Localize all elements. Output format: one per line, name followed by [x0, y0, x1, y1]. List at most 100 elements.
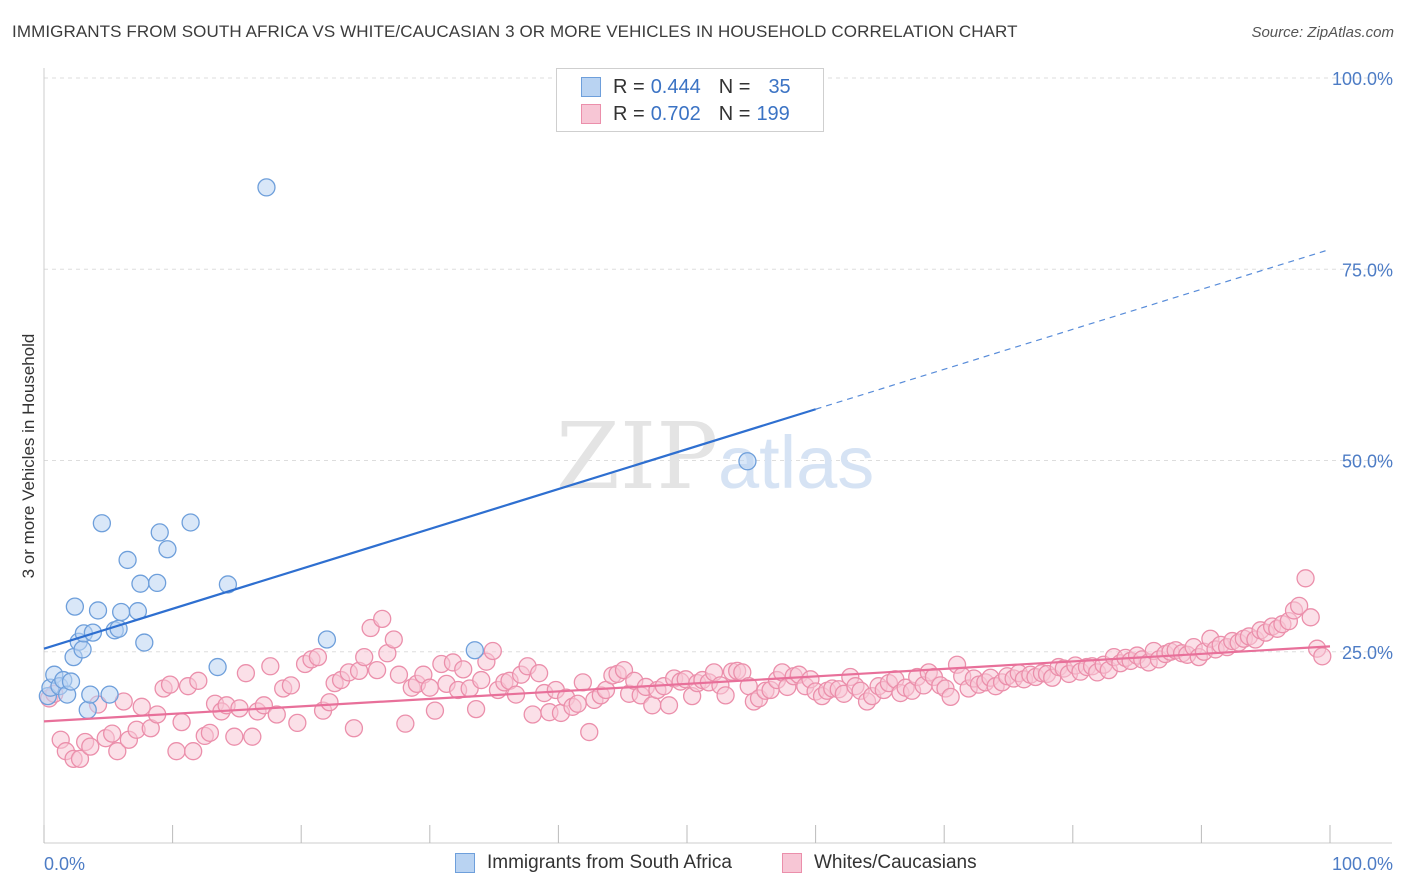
south-africa-point [150, 523, 169, 542]
white-caucasian-point [308, 647, 328, 667]
y-tick-label: 25.0% [1342, 643, 1393, 663]
white-caucasian-point [236, 664, 256, 683]
south-africa-trend-line [43, 408, 816, 650]
legend-row-blue: R = 0.444 N = 35 [581, 75, 791, 99]
legend-n-label: N = [718, 75, 751, 98]
south-africa-point [65, 597, 85, 616]
trend-lines [43, 248, 1331, 723]
white-caucasian-trend-line [43, 645, 1331, 723]
series-whites-caucasians [39, 569, 1332, 768]
white-caucasian-point [420, 678, 439, 697]
grid-lines [44, 77, 1392, 653]
white-caucasian-point [184, 742, 203, 761]
white-caucasian-point [716, 686, 735, 705]
white-caucasian-point [189, 671, 208, 690]
white-caucasian-point [384, 630, 403, 649]
pink-square-icon [782, 853, 802, 873]
white-caucasian-point [320, 693, 339, 712]
legend-r-value: 0.702 [650, 102, 701, 125]
white-caucasian-point [466, 699, 486, 719]
legend-item-label: Immigrants from South Africa [487, 852, 732, 873]
axes [43, 68, 1392, 844]
legend-n-value: 35 [768, 75, 791, 98]
white-caucasian-point [568, 694, 587, 713]
legend-item-south-africa[interactable]: Immigrants from South Africa [455, 852, 732, 874]
white-caucasian-point [108, 742, 127, 761]
south-africa-point [317, 630, 337, 649]
south-africa-trend-extension [815, 248, 1331, 410]
white-caucasian-point [167, 742, 186, 761]
white-caucasian-point [70, 749, 90, 768]
south-africa-point [738, 452, 757, 471]
south-africa-point [465, 641, 484, 660]
south-africa-point [92, 514, 112, 533]
legend-n-value: 199 [756, 102, 790, 125]
legend-item-label: Whites/Caucasians [814, 852, 977, 873]
south-africa-point [218, 575, 238, 594]
white-caucasian-point [344, 719, 364, 738]
source-label: Source: ZipAtlas.com [1251, 24, 1394, 41]
white-caucasian-point [230, 699, 249, 718]
legend-n-label: N = [718, 102, 751, 125]
legend-r-value: 0.444 [650, 75, 701, 98]
south-africa-point [131, 574, 150, 593]
legend-row-pink: R = 0.702 N = 199 [581, 102, 790, 126]
south-africa-point [61, 672, 81, 691]
white-caucasian-point [1289, 596, 1309, 615]
white-caucasian-point [580, 722, 599, 742]
white-caucasian-point [132, 697, 151, 716]
white-caucasian-point [81, 737, 100, 756]
legend-r-label: R = [613, 75, 645, 98]
white-caucasian-point [367, 660, 387, 680]
y-tick-label: 100.0% [1332, 69, 1393, 89]
white-caucasian-point [288, 713, 307, 733]
blue-square-icon [455, 853, 475, 873]
legend-r-label: R = [613, 102, 645, 125]
south-africa-point [158, 540, 177, 559]
white-caucasian-point [261, 657, 280, 676]
south-africa-point [73, 640, 92, 659]
correlation-legend: R = 0.444 N = 35 R = 0.702 N = 199 [556, 68, 824, 132]
y-tick-label: 75.0% [1342, 260, 1393, 280]
white-caucasian-point [573, 673, 592, 692]
south-africa-point [257, 178, 276, 197]
white-caucasian-point [523, 705, 542, 724]
watermark-zip: ZIP [556, 403, 718, 510]
white-caucasian-point [389, 665, 409, 684]
x-tick-label: 100.0% [1332, 854, 1393, 874]
white-caucasian-point [529, 664, 549, 683]
series-legend: Immigrants from South Africa Whites/Cauc… [0, 852, 1406, 878]
white-caucasian-point [643, 696, 662, 715]
white-caucasian-point [355, 647, 374, 667]
x-tick-label: 0.0% [44, 854, 85, 874]
south-africa-point [112, 602, 131, 622]
white-caucasian-point [472, 670, 491, 690]
south-africa-point [100, 685, 119, 704]
south-africa-point [181, 513, 200, 532]
white-caucasian-point [1296, 569, 1315, 588]
legend-item-whites[interactable]: Whites/Caucasians [782, 852, 977, 874]
white-caucasian-point [396, 714, 415, 733]
south-africa-point [81, 685, 100, 704]
y-tick-label: 50.0% [1342, 452, 1393, 472]
white-caucasian-point [425, 701, 445, 720]
blue-swatch-icon [581, 77, 601, 97]
south-africa-point [135, 633, 154, 652]
south-africa-point [88, 601, 108, 620]
white-caucasian-point [659, 696, 679, 715]
south-africa-point [118, 550, 137, 570]
white-caucasian-point [281, 676, 301, 695]
white-caucasian-point [941, 687, 960, 707]
white-caucasian-point [267, 705, 286, 724]
chart-title: IMMIGRANTS FROM SOUTH AFRICA VS WHITE/CA… [12, 22, 1018, 41]
white-caucasian-point [103, 724, 122, 743]
tick-labels: 25.0% 50.0% 75.0% 100.0% 0.0% 100.0% [44, 69, 1393, 874]
white-caucasian-point [373, 609, 392, 629]
white-caucasian-point [454, 660, 473, 679]
white-caucasian-point [225, 727, 244, 746]
south-africa-point [148, 573, 167, 593]
white-caucasian-point [1301, 608, 1320, 627]
white-caucasian-point [483, 641, 502, 661]
white-caucasian-point [172, 712, 191, 732]
pink-swatch-icon [581, 104, 601, 124]
